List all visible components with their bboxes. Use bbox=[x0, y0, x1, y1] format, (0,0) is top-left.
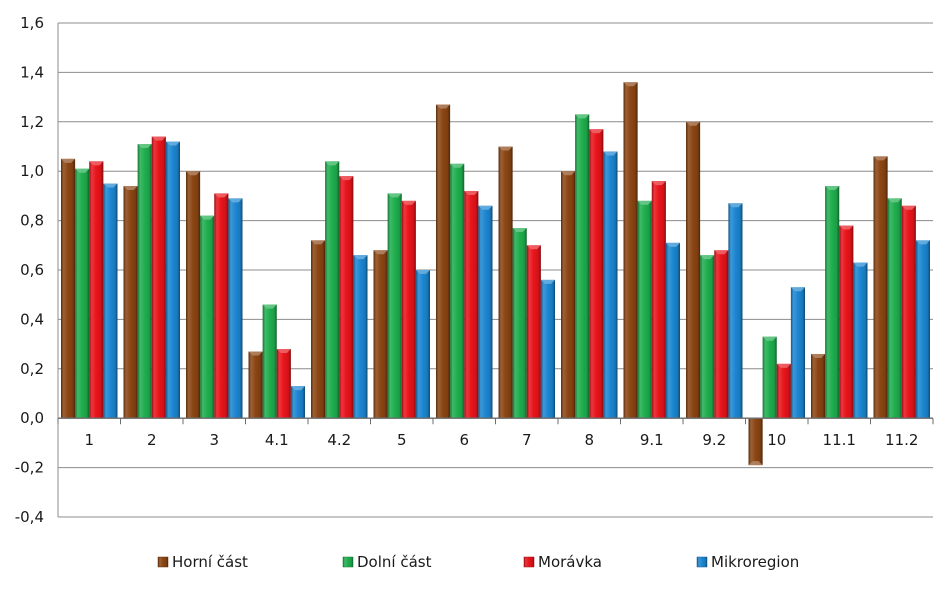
bar bbox=[248, 351, 263, 419]
bar bbox=[526, 245, 541, 419]
x-tick-label: 5 bbox=[397, 431, 407, 449]
y-tick-label: 0,4 bbox=[20, 310, 44, 328]
y-tick-label: 1,0 bbox=[20, 162, 44, 180]
bar bbox=[651, 181, 666, 419]
bar bbox=[450, 163, 465, 419]
bar bbox=[728, 203, 743, 419]
bar bbox=[436, 104, 451, 419]
y-tick-label: 0,0 bbox=[20, 409, 44, 427]
bar bbox=[575, 114, 590, 419]
bar bbox=[540, 279, 555, 419]
x-tick-label: 11.1 bbox=[823, 431, 856, 449]
bar bbox=[401, 200, 416, 419]
bar bbox=[873, 156, 888, 419]
bar bbox=[276, 349, 291, 419]
x-tick-label: 6 bbox=[459, 431, 469, 449]
bar bbox=[339, 176, 354, 419]
bar bbox=[262, 304, 277, 419]
bar bbox=[825, 186, 840, 419]
bar bbox=[228, 198, 243, 419]
bar bbox=[165, 141, 180, 419]
bar bbox=[214, 193, 229, 419]
y-tick-label: 0,6 bbox=[20, 261, 44, 279]
bar bbox=[137, 144, 152, 419]
bar bbox=[700, 255, 715, 419]
y-tick-label: -0,2 bbox=[15, 459, 44, 477]
bar bbox=[811, 353, 826, 419]
bar bbox=[89, 161, 104, 419]
bar bbox=[61, 158, 76, 419]
bar bbox=[776, 363, 791, 419]
bar bbox=[311, 240, 326, 419]
y-tick-label: -0,4 bbox=[15, 508, 44, 526]
zero-axis bbox=[57, 417, 934, 425]
bar bbox=[478, 205, 493, 419]
bar bbox=[75, 168, 90, 419]
bar bbox=[561, 171, 576, 419]
y-tick-label: 0,2 bbox=[20, 360, 44, 378]
bar bbox=[373, 250, 388, 419]
bar bbox=[353, 255, 368, 419]
bar bbox=[853, 262, 868, 419]
bar bbox=[686, 121, 701, 419]
bar bbox=[325, 161, 340, 419]
bar bbox=[290, 386, 305, 419]
y-axis-tick-labels: -0,4 -0,2 0,0 0,2 0,4 0,6 0,8 1,0 1,2 1,4 1,6 bbox=[15, 14, 44, 526]
x-tick-label: 3 bbox=[209, 431, 219, 449]
y-tick-label: 1,4 bbox=[20, 63, 44, 81]
x-tick-label: 2 bbox=[147, 431, 157, 449]
x-tick-label: 9.2 bbox=[702, 431, 726, 449]
bar bbox=[915, 240, 930, 419]
legend-label: Horní část bbox=[172, 553, 248, 571]
bar bbox=[637, 200, 652, 419]
legend-swatch bbox=[696, 556, 708, 568]
x-tick-label: 11.2 bbox=[885, 431, 918, 449]
bars bbox=[61, 82, 930, 466]
x-tick-label: 7 bbox=[522, 431, 532, 449]
legend-label: Dolní část bbox=[357, 553, 432, 571]
legend-swatch bbox=[523, 556, 535, 568]
y-tick-label: 0,8 bbox=[20, 212, 44, 230]
bar bbox=[151, 136, 166, 419]
bar bbox=[464, 190, 479, 419]
bar bbox=[887, 198, 902, 419]
legend-item: Dolní část bbox=[342, 553, 432, 571]
bar bbox=[901, 205, 916, 419]
legend-label: Mikroregion bbox=[711, 553, 799, 571]
bar bbox=[839, 225, 854, 419]
legend-swatch bbox=[342, 556, 354, 568]
bar bbox=[589, 129, 604, 419]
legend-item: Morávka bbox=[523, 553, 602, 571]
bar bbox=[200, 215, 215, 419]
x-tick-label: 8 bbox=[584, 431, 594, 449]
legend-item: Mikroregion bbox=[696, 553, 799, 571]
y-tick-label: 1,6 bbox=[20, 14, 44, 32]
x-tick-label: 1 bbox=[84, 431, 94, 449]
x-tick-label: 10 bbox=[767, 431, 786, 449]
legend: Horní část Dolní část Morávka Mikroregion bbox=[157, 553, 799, 571]
bar bbox=[123, 186, 138, 419]
bar bbox=[665, 242, 680, 419]
legend-swatch bbox=[157, 556, 169, 568]
bar bbox=[603, 151, 618, 419]
bar bbox=[748, 418, 763, 466]
x-axis-tick-labels: 1 2 3 4.1 4.2 5 6 7 8 9.1 9.2 10 11.1 11.2 bbox=[84, 431, 918, 449]
bar bbox=[387, 193, 402, 419]
bar bbox=[186, 171, 201, 419]
bar bbox=[790, 287, 805, 419]
bar bbox=[415, 270, 430, 419]
bar bbox=[762, 336, 777, 419]
y-tick-label: 1,2 bbox=[20, 113, 44, 131]
x-tick-label: 4.1 bbox=[265, 431, 289, 449]
legend-label: Morávka bbox=[538, 553, 602, 571]
x-tick-label: 9.1 bbox=[640, 431, 664, 449]
x-tick-label: 4.2 bbox=[327, 431, 351, 449]
legend-item: Horní část bbox=[157, 553, 248, 571]
bar bbox=[714, 250, 729, 419]
bar bbox=[498, 146, 513, 419]
bar bbox=[103, 183, 118, 419]
bar bbox=[512, 228, 527, 419]
bar bbox=[623, 82, 638, 419]
